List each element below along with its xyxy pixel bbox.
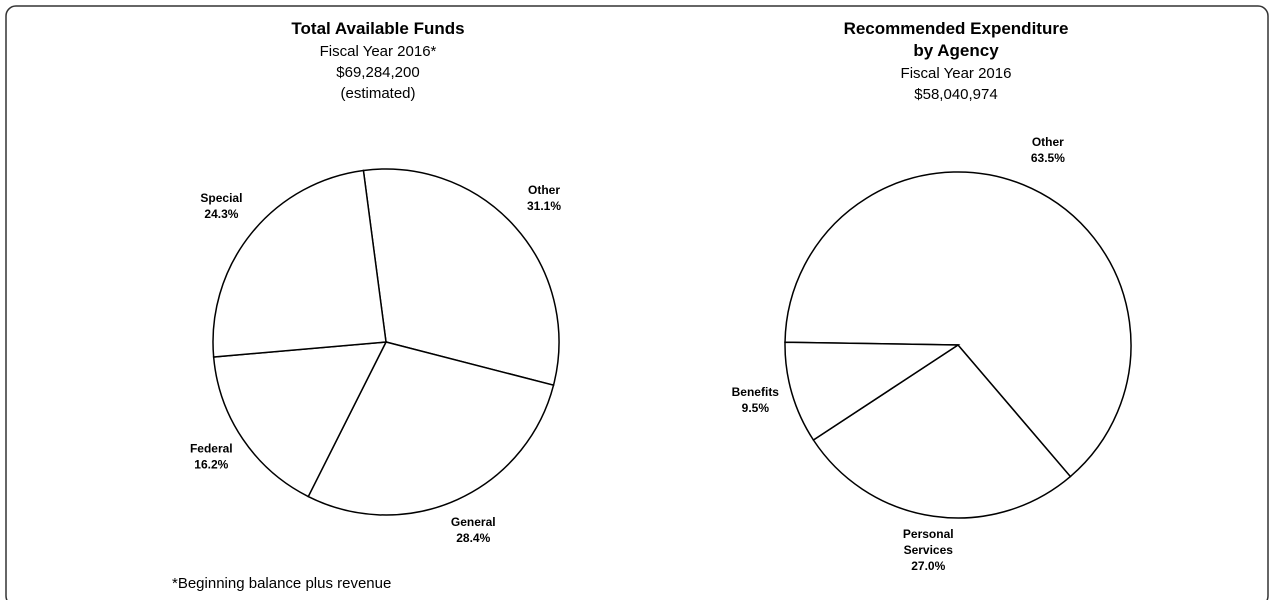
chart-subtitle: (estimated) (340, 85, 415, 102)
chart-title: Recommended Expenditure (844, 19, 1069, 38)
label-line: Personal (903, 527, 954, 541)
chart-subtitle: $58,040,974 (914, 86, 997, 103)
slice-value-label: 63.5% (1031, 151, 1065, 165)
slice-label: Other (528, 183, 560, 197)
pie-slice (784, 341, 961, 442)
pie-slice (784, 171, 1132, 478)
label-line: Services (904, 543, 954, 557)
slice-value-label: 9.5% (742, 401, 770, 415)
slice-value-label: 24.3% (204, 207, 238, 221)
slice-label: Special (200, 191, 242, 205)
chart-subtitle: $69,284,200 (336, 64, 419, 81)
footnote: *Beginning balance plus revenue (172, 575, 391, 592)
pie-slice (212, 341, 388, 498)
chart-title: Total Available Funds (291, 19, 464, 38)
pie-slice (307, 341, 555, 516)
chart-subtitle: Fiscal Year 2016* (320, 43, 437, 60)
slice-value-label: 16.2% (194, 457, 228, 471)
slice-label: General (451, 515, 496, 529)
slice-value-label: 27.0% (911, 559, 945, 573)
chart-subtitle: Fiscal Year 2016 (901, 65, 1012, 82)
chart-title: by Agency (913, 41, 999, 60)
pie-slice (812, 344, 1072, 519)
pie-slice (212, 169, 387, 358)
pie-slice (362, 168, 560, 387)
slice-value-label: 31.1% (527, 199, 561, 213)
slice-value-label: 28.4% (456, 531, 490, 545)
slice-label: Benefits (732, 385, 780, 399)
slice-label: Federal (190, 441, 233, 455)
slice-label: Personal Services (903, 527, 954, 557)
slice-label: Other (1032, 135, 1064, 149)
